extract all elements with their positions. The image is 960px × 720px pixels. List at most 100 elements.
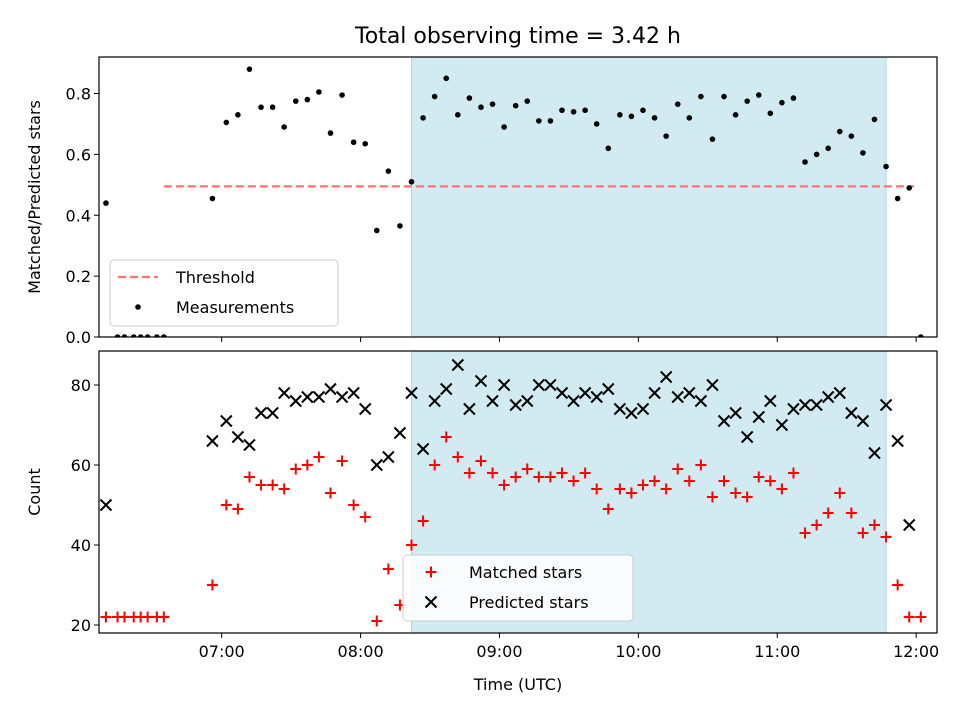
y-tick-label: 40 — [71, 536, 91, 555]
data-marks — [99, 358, 927, 627]
measurement-point — [628, 113, 635, 120]
measurement-point — [501, 124, 507, 130]
predicted-star-point — [405, 386, 418, 400]
count-panel: 20 40 60 80 07:00 08:00 09:00 10:00 11:00 12:00 Co… — [25, 350, 939, 694]
matched-star-point — [857, 527, 869, 539]
matched-star-point — [510, 471, 522, 483]
axes-frame — [98, 56, 938, 338]
predicted-star-point — [289, 394, 302, 408]
predicted-star-point — [694, 394, 708, 408]
predicted-star-point — [810, 398, 823, 412]
predicted-star-point — [625, 406, 638, 420]
matched-star-point — [206, 579, 218, 591]
predicted-star-point — [798, 398, 812, 412]
predicted-star-point — [335, 390, 349, 404]
measurement-point — [137, 334, 144, 337]
matched-star-point — [579, 467, 591, 479]
measurement-point — [836, 128, 843, 135]
measurement-point — [860, 150, 866, 156]
measurement-point — [674, 101, 681, 107]
axes-frame — [98, 350, 938, 634]
measurement-point — [640, 107, 646, 114]
matched-star-point — [568, 475, 580, 487]
measurement-point — [709, 136, 716, 142]
matched-star-point — [232, 503, 244, 515]
predicted-star-point — [879, 398, 893, 412]
measurement-point — [339, 92, 345, 98]
y-axis-label: Count — [25, 468, 44, 516]
predicted-star-point — [347, 386, 360, 400]
x-axis-label: Time (UTC) — [473, 675, 562, 694]
matched-star-point — [220, 499, 232, 511]
measurement-point — [663, 133, 669, 139]
matched-star-point — [118, 611, 130, 623]
predicted-star-point — [509, 398, 522, 412]
predicted-star-point — [567, 394, 580, 408]
matched-star-point — [845, 507, 857, 519]
measurement-point — [478, 104, 484, 111]
matched-star-point — [100, 611, 112, 623]
matched-star-point — [787, 467, 799, 479]
matched-star-point — [359, 511, 371, 523]
measurement-point — [130, 334, 137, 337]
measurement-point — [906, 185, 913, 191]
predicted-star-point — [740, 430, 754, 444]
measurement-point — [397, 223, 403, 229]
measurement-point — [547, 118, 554, 124]
chart-title: Total observing time = 3.42 h — [354, 24, 681, 49]
predicted-star-point — [775, 418, 789, 432]
matched-star-point — [834, 487, 846, 499]
predicted-star-point — [578, 386, 592, 400]
measurement-point — [536, 118, 542, 124]
measurement-point — [512, 102, 519, 109]
observing-window — [411, 56, 887, 338]
matched-star-point — [822, 507, 834, 519]
matched-star-point — [880, 531, 892, 543]
predicted-star-point — [613, 402, 627, 416]
x-tick-label: 08:00 — [338, 642, 384, 661]
predicted-star-point — [868, 446, 881, 460]
matched-star-point — [336, 455, 348, 467]
predicted-star-point — [312, 390, 326, 404]
predicted-star-point — [648, 386, 661, 400]
predicted-star-point — [706, 378, 719, 392]
matched-star-point — [799, 527, 811, 539]
measurement-point — [385, 168, 392, 174]
measurement-point — [802, 159, 808, 165]
legend-label: Predicted stars — [469, 593, 589, 612]
matched-star-point — [614, 483, 626, 495]
matched-star-point — [649, 475, 661, 487]
measurement-point — [114, 334, 121, 337]
measurement-point — [917, 334, 924, 337]
measurement-point — [420, 115, 426, 121]
measurement-point — [209, 195, 216, 202]
matched-star-point — [417, 515, 429, 527]
measurement-point — [292, 98, 299, 104]
legend-label: Matched stars — [469, 563, 582, 582]
matched-star-point — [591, 483, 603, 495]
measurement-point — [258, 104, 264, 111]
measurement-point — [790, 95, 797, 101]
matched-star-point — [406, 539, 418, 551]
matched-star-point — [695, 459, 707, 471]
predicted-star-point — [532, 378, 546, 392]
predicted-star-point — [497, 378, 511, 392]
measurement-point — [455, 112, 461, 118]
predicted-star-point — [324, 382, 337, 396]
measurement-point — [431, 93, 438, 100]
matched-star-point — [706, 491, 718, 503]
measurement-point — [593, 121, 600, 127]
y-tick-label: 0.0 — [66, 328, 91, 347]
measurement-point — [721, 93, 727, 100]
predicted-star-point — [266, 406, 279, 420]
ratio-panel: 0.0 0.2 0.4 0.6 0.8 Matched/Predicted stars Th… — [25, 56, 938, 347]
predicted-star-point — [206, 434, 219, 448]
matched-star-point — [556, 467, 568, 479]
matched-star-point — [753, 471, 765, 483]
predicted-star-point — [544, 378, 557, 392]
y-tick-label: 0.4 — [66, 206, 91, 225]
matched-star-point — [267, 479, 279, 491]
predicted-star-point — [416, 442, 430, 456]
x-tick-label: 10:00 — [615, 642, 661, 661]
measurement-point — [883, 163, 889, 170]
